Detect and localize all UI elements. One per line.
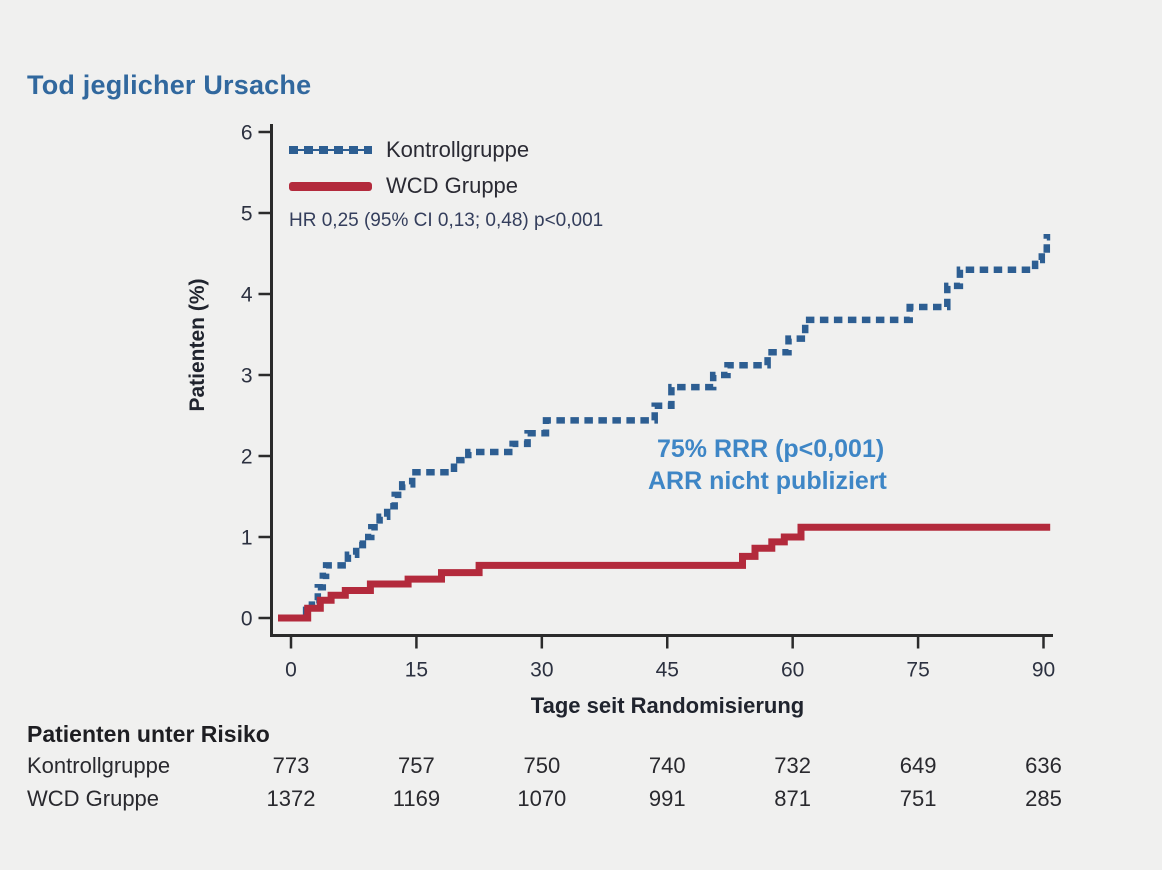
risk-value: 740 (648, 753, 686, 778)
x-axis-title: Tage seit Randomisierung (530, 693, 805, 718)
kontrollgruppe-curve (278, 234, 1051, 622)
rrr-annotation-line2: ARR nicht publiziert (648, 467, 887, 495)
y-tick-label: 0 (241, 608, 253, 631)
wcd-solid-line-sample (289, 181, 372, 191)
chart-title: Tod jeglicher Ursache (27, 70, 312, 100)
risk-value: 1070 (517, 786, 567, 811)
risk-value: 636 (1025, 753, 1062, 778)
risk-value: 991 (648, 786, 686, 811)
y-tick-label: 1 (241, 527, 253, 550)
x-tick-label: 75 (906, 659, 929, 682)
risk-table-title: Patienten unter Risiko (27, 721, 270, 747)
y-tick-label: 5 (241, 203, 253, 226)
x-tick-label: 15 (405, 659, 428, 682)
y-tick-label: 3 (241, 365, 253, 388)
y-tick-label: 6 (241, 122, 253, 145)
risk-value: 751 (899, 786, 937, 811)
x-tick-label: 45 (656, 659, 679, 682)
risk-value: 649 (899, 753, 937, 778)
legend-item-kontrollgruppe: Kontrollgruppe (289, 137, 530, 162)
hazard-ratio-annotation: HR 0,25 (95% CI 0,13; 0,48) p<0,001 (289, 210, 604, 231)
y-tick-label: 2 (241, 446, 253, 469)
x-tick-label: 60 (781, 659, 804, 682)
risk-value: 757 (398, 753, 435, 778)
rrr-annotation-line1: 75% RRR (p<0,001) (657, 435, 885, 463)
wcd-gruppe-curve (278, 523, 1051, 622)
risk-value: 1372 (266, 786, 316, 811)
x-tick-label: 30 (530, 659, 553, 682)
risk-value: 732 (774, 753, 812, 778)
x-tick-label: 90 (1032, 659, 1055, 682)
risk-value: 871 (774, 786, 812, 811)
kontrollgruppe-dashed-line-sample (289, 146, 372, 154)
risk-value: 750 (523, 753, 561, 778)
legend-item-wcd: WCD Gruppe (289, 173, 519, 198)
risk-value: 773 (272, 753, 310, 778)
rrr-annotation: 75% RRR (p<0,001) ARR nicht publiziert (648, 433, 887, 497)
y-tick-label: 4 (241, 284, 253, 307)
legend-label-wcd: WCD Gruppe (386, 173, 519, 198)
risk-row-label: WCD Gruppe (27, 786, 160, 811)
risk-value: 285 (1025, 786, 1062, 811)
risk-value: 1169 (392, 786, 441, 811)
x-tick-label: 0 (285, 659, 297, 682)
legend-label-kontrollgruppe: Kontrollgruppe (386, 137, 530, 162)
risk-row-label: Kontrollgruppe (27, 753, 171, 778)
